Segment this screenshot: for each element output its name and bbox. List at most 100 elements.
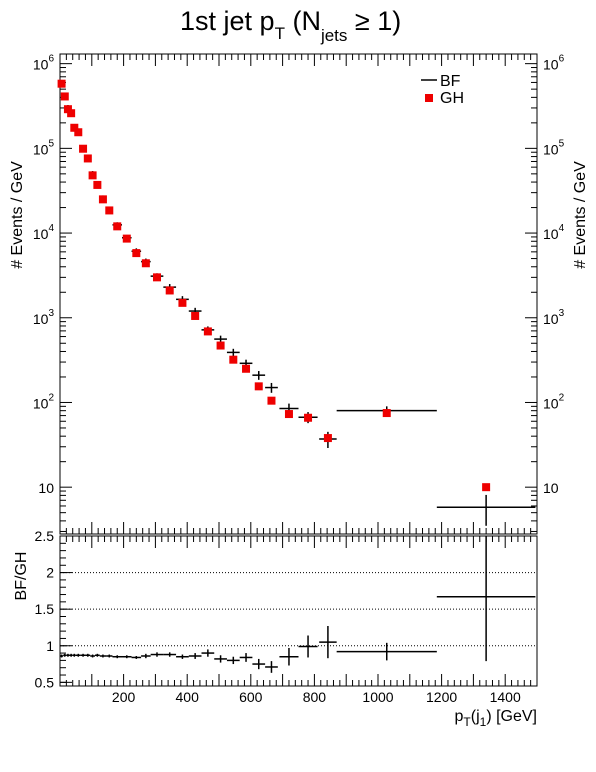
ytick-base: 10 [38, 480, 54, 496]
top-ytick-label-left: 10 [38, 480, 54, 496]
ratio-panel: 200 400 600 800 1000 1200 1400 0.5 1 1.5 2 2.5 [35, 528, 537, 705]
x-axis-label: pT(j1) [GeV] [454, 708, 537, 729]
gh-point [141, 259, 150, 268]
top-ytick-label-right: 103 [543, 308, 565, 327]
x-axis-label-mid: (j [471, 708, 480, 725]
chart-title-sub-jets: jets [320, 26, 347, 45]
gh-point [132, 249, 141, 258]
ytick-exponent: 6 [559, 54, 565, 65]
x-tick-label: 600 [239, 689, 263, 705]
x-axis-label-pre: p [454, 708, 463, 725]
x-tick-label: 1200 [426, 689, 457, 705]
x-tick-label: 200 [112, 689, 136, 705]
top-ytick-label-left: 105 [33, 138, 55, 157]
gh-point [79, 144, 88, 153]
ytick-base: 10 [543, 480, 559, 496]
gh-point [203, 327, 212, 336]
ytick-base: 10 [543, 395, 559, 411]
gh-point [242, 364, 251, 373]
gh-point [74, 128, 83, 137]
x-tick-label: 400 [176, 689, 200, 705]
top-ytick-label-left: 102 [33, 392, 55, 411]
legend-gh-label: GH [440, 90, 464, 107]
gh-point [267, 396, 276, 405]
chart-title-mid: (N [285, 6, 321, 36]
gh-point [113, 222, 122, 231]
gh-point [88, 171, 97, 180]
ytick-base: 10 [543, 226, 559, 242]
ytick-base: 10 [33, 395, 49, 411]
gh-point [323, 434, 332, 443]
gh-point [229, 355, 238, 364]
ratio-ytick-label: 1.5 [35, 601, 55, 617]
ytick-base: 10 [543, 311, 559, 327]
ratio-ytick-label: 2 [46, 565, 54, 581]
x-tick-label: 1000 [362, 689, 393, 705]
gh-point [60, 92, 69, 101]
top-ytick-label-left: 104 [33, 223, 55, 242]
legend-bf-label: BF [440, 73, 461, 90]
ytick-base: 10 [33, 226, 49, 242]
top-ylabel-left: # Events / GeV [9, 161, 26, 269]
top-ylabel-right: # Events / GeV [572, 161, 589, 269]
top-ytick-label-right: 104 [543, 223, 565, 242]
x-axis-label-sub-1: 1 [480, 715, 487, 729]
legend-gh-square-icon [425, 94, 433, 102]
gh-point [105, 206, 114, 215]
ytick-exponent: 2 [48, 392, 54, 403]
gh-point [254, 382, 263, 391]
ratio-panel-frame [59, 535, 538, 687]
ratio-ytick-label: 2.5 [35, 528, 55, 544]
x-axis-label-tail: ) [GeV] [486, 708, 537, 725]
ytick-exponent: 3 [48, 308, 54, 319]
ytick-base: 10 [33, 57, 49, 73]
gh-point [67, 109, 76, 118]
ytick-base: 10 [33, 311, 49, 327]
gh-point [93, 180, 102, 189]
ytick-exponent: 4 [48, 223, 54, 234]
chart-title-main: 1st jet p [180, 6, 275, 36]
ytick-exponent: 4 [559, 223, 565, 234]
gh-point [284, 410, 293, 419]
gh-point [57, 79, 66, 88]
ratio-ylabel: BF/GH [13, 552, 30, 601]
gh-point [98, 195, 107, 204]
gh-point [70, 123, 79, 132]
top-ytick-label-left: 106 [33, 54, 55, 73]
ytick-exponent: 2 [559, 392, 565, 403]
chart-title: 1st jet pT (Njets ≥ 1) [180, 6, 401, 45]
gh-point [191, 311, 200, 320]
ratio-ytick-label: 0.5 [35, 674, 55, 690]
gh-point [165, 286, 174, 295]
gh-point [216, 341, 225, 350]
ratio-ytick-label: 1 [46, 638, 54, 654]
x-tick-label: 800 [303, 689, 327, 705]
chart-title-tail: ≥ 1) [347, 6, 401, 36]
top-ytick-label-right: 10 [543, 480, 559, 496]
gh-point [178, 298, 187, 307]
top-ytick-label-left: 103 [33, 308, 55, 327]
gh-point [63, 105, 72, 114]
x-tick-label: 1400 [490, 689, 521, 705]
gh-point [152, 273, 161, 282]
ytick-base: 10 [543, 141, 559, 157]
ytick-exponent: 5 [48, 138, 54, 149]
gh-point [304, 413, 313, 422]
top-panel-frame [59, 53, 538, 535]
legend: BF GH [421, 73, 464, 107]
top-ytick-label-right: 105 [543, 138, 565, 157]
chart-title-sub-t: T [275, 24, 285, 43]
ytick-exponent: 5 [559, 138, 565, 149]
gh-point [83, 154, 92, 163]
top-ytick-label-right: 106 [543, 54, 565, 73]
ytick-exponent: 3 [559, 308, 565, 319]
ytick-exponent: 6 [48, 54, 54, 65]
gh-point [482, 483, 491, 492]
gh-point [122, 234, 131, 243]
ytick-base: 10 [33, 141, 49, 157]
x-axis-label-sub-t: T [463, 715, 471, 729]
top-ytick-label-right: 102 [543, 392, 565, 411]
gh-point [382, 409, 391, 418]
